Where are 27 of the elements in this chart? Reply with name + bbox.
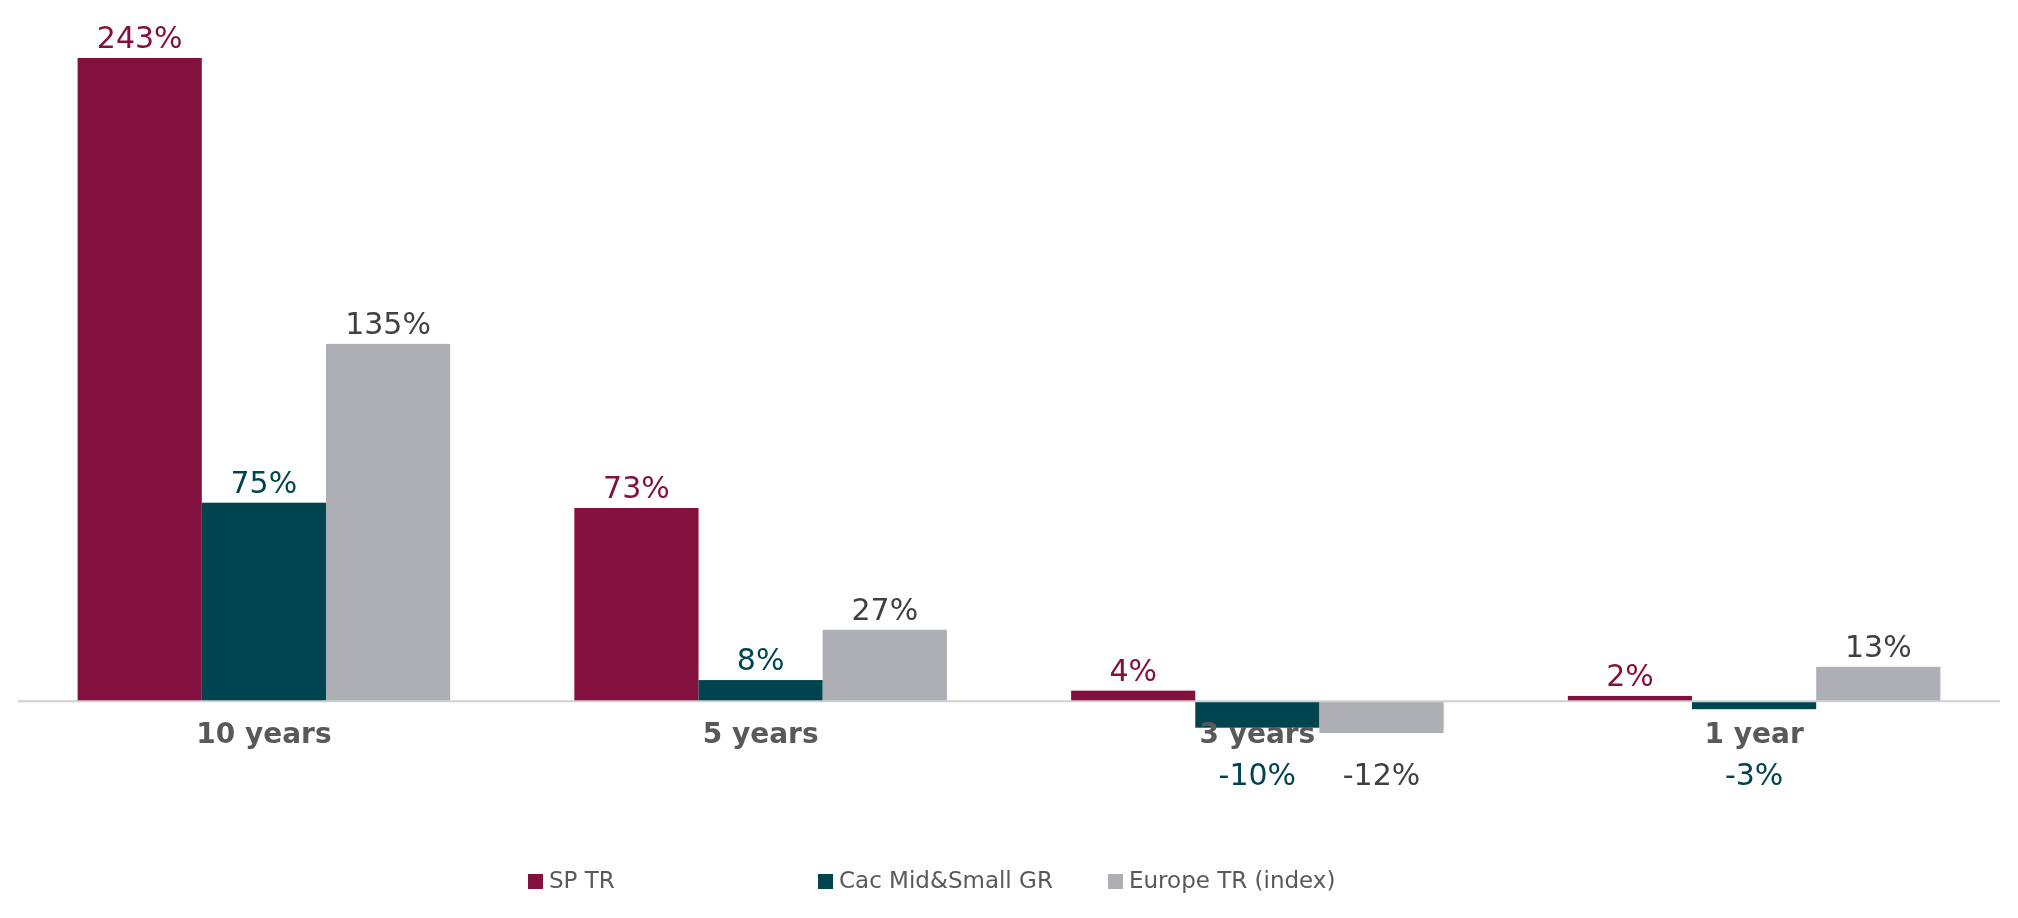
bar bbox=[698, 680, 823, 702]
legend-label: SP TR bbox=[549, 867, 615, 893]
data-label: -10% bbox=[1218, 757, 1297, 793]
bar bbox=[325, 343, 451, 702]
data-label: 27% bbox=[851, 591, 919, 627]
data-label: -3% bbox=[1724, 757, 1784, 793]
legend-label: Cac Mid&Small GR bbox=[839, 867, 1053, 893]
bar bbox=[1319, 701, 1444, 733]
data-label: 135% bbox=[345, 305, 431, 341]
x-tick-label: 3 years bbox=[1199, 717, 1316, 751]
data-label: 2% bbox=[1606, 657, 1654, 693]
data-label: -12% bbox=[1342, 757, 1421, 793]
bar bbox=[574, 508, 699, 702]
data-label: 75% bbox=[230, 464, 298, 500]
data-label: 73% bbox=[603, 470, 670, 505]
bar bbox=[201, 502, 326, 702]
data-label: 4% bbox=[1109, 652, 1157, 688]
bar bbox=[822, 629, 947, 702]
x-tick-label: 10 years bbox=[196, 717, 332, 751]
bar bbox=[1816, 666, 1941, 702]
data-label: 243% bbox=[96, 20, 183, 55]
legend-label: Europe TR (index) bbox=[1129, 867, 1336, 893]
x-tick-label: 5 years bbox=[702, 717, 819, 751]
x-tick-label: 1 year bbox=[1704, 717, 1804, 751]
data-label: 13% bbox=[1844, 628, 1912, 664]
data-label: 8% bbox=[736, 642, 785, 678]
bar bbox=[77, 58, 202, 702]
